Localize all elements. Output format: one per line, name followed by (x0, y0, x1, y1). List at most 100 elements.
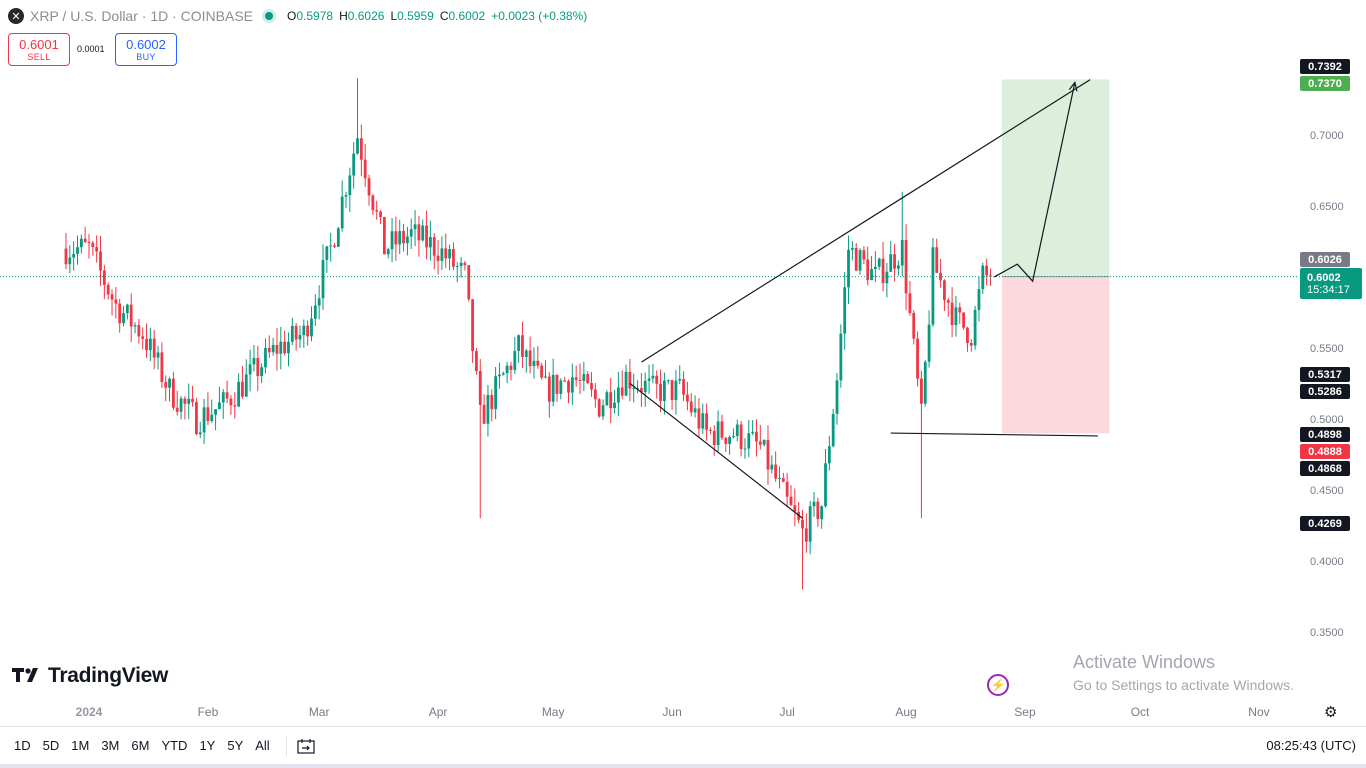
candle-body (521, 335, 524, 357)
range-6m[interactable]: 6M (131, 738, 150, 753)
candle-body (179, 398, 183, 412)
change-value: +0.0023 (+0.38%) (491, 9, 588, 23)
candle-body (958, 307, 962, 313)
candle-body (781, 478, 785, 482)
price-tag-5317: 0.5317 (1300, 367, 1350, 382)
candle-body (574, 377, 578, 381)
candle-body (540, 365, 544, 378)
loss-zone (1001, 276, 1110, 434)
candle-body (801, 519, 804, 529)
price-tag-stop-high: 0.4898 (1300, 427, 1350, 442)
candle-body (712, 430, 716, 445)
candle-body (463, 262, 467, 266)
range-1y[interactable]: 1Y (199, 738, 216, 753)
sell-button[interactable]: 0.6001 SELL (8, 33, 70, 66)
candles (64, 78, 992, 590)
y-tick-label: 0.5000 (1310, 414, 1344, 426)
candle-body (171, 378, 175, 408)
candle-body (739, 424, 743, 449)
candle-body (524, 350, 528, 357)
candle-body (528, 350, 532, 367)
candle-body (597, 399, 601, 417)
candle-body (417, 224, 421, 241)
lower-trendline[interactable] (629, 382, 803, 519)
candle-body (405, 236, 409, 244)
candle-body (459, 262, 463, 267)
candle-body (893, 254, 896, 269)
buy-button[interactable]: 0.6002 BUY (115, 33, 177, 66)
candle-body (751, 431, 755, 434)
range-5d[interactable]: 5D (42, 738, 60, 753)
symbol-title[interactable]: XRP / U.S. Dollar · 1D · COINBASE (30, 8, 254, 24)
candle-body (620, 387, 624, 396)
candle-body (517, 335, 521, 351)
candle-body (831, 413, 835, 447)
candle-body (666, 380, 670, 382)
candle-body (824, 463, 827, 507)
candle-body (812, 501, 816, 507)
utc-clock[interactable]: 08:25:43 (UTC) (1266, 738, 1356, 753)
price-tag-stop: 0.4888 (1300, 444, 1350, 459)
candle-body (977, 289, 981, 310)
candle-body (682, 379, 685, 395)
low-label: L (390, 9, 398, 23)
candle-body (448, 249, 451, 259)
candle-body (141, 336, 145, 339)
candle-body (436, 255, 440, 261)
candle-body (467, 265, 471, 300)
candle-body (701, 413, 705, 429)
candle-body (198, 432, 202, 435)
candle-body (471, 299, 474, 352)
candle-body (333, 245, 336, 247)
tradingview-logo-text: TradingView (48, 664, 169, 687)
candle-body (91, 242, 95, 248)
candle-body (363, 159, 367, 179)
candle-body (271, 344, 275, 353)
x-tick-label: Apr (429, 705, 448, 719)
gear-icon[interactable]: ⚙ (1324, 704, 1338, 721)
candle-body (651, 375, 655, 379)
sell-label: SELL (27, 52, 51, 62)
candle-body (678, 379, 682, 381)
candle-body (221, 392, 225, 403)
candle-body (229, 398, 233, 406)
bottom-toolbar: 1D 5D 1M 3M 6M YTD 1Y 5Y All 08:25:43 (U… (0, 726, 1366, 765)
range-5y[interactable]: 5Y (227, 738, 244, 753)
candle-body (398, 231, 402, 245)
candle-body (498, 374, 501, 377)
candle-body (912, 312, 916, 339)
upper-trendline[interactable] (641, 79, 1091, 363)
xrp-icon: ✕ (8, 8, 24, 24)
window-bottom-strip (0, 764, 1366, 768)
candle-body (766, 439, 770, 470)
market-status-icon[interactable] (265, 12, 274, 20)
candle-body (294, 325, 298, 340)
candle-body (935, 247, 939, 273)
price-chart[interactable]: 0.7000 0.6500 0.5500 0.5000 0.4500 0.4000 0.35… (0, 0, 1366, 726)
go-to-date-icon[interactable] (297, 738, 315, 754)
candle-body (287, 341, 290, 354)
candle-body (820, 506, 824, 520)
candle-body (183, 398, 187, 404)
range-1d[interactable]: 1D (14, 738, 31, 753)
position-zones (1001, 79, 1110, 434)
candle-body (490, 394, 494, 410)
candle-body (590, 383, 593, 390)
candle-body (455, 266, 459, 268)
support-line[interactable] (890, 432, 1098, 437)
candle-body (847, 249, 850, 288)
range-3m[interactable]: 3M (101, 738, 120, 753)
bolt-icon[interactable]: ⚡ (987, 674, 1009, 696)
candle-body (827, 446, 831, 464)
range-ytd[interactable]: YTD (161, 738, 188, 753)
x-tick-label: Mar (309, 705, 330, 719)
candle-body (482, 404, 486, 424)
candle-body (279, 341, 283, 354)
tradingview-logo[interactable]: TradingView (12, 664, 168, 688)
projection-path[interactable] (994, 82, 1076, 283)
range-1m[interactable]: 1M (71, 738, 90, 753)
range-all[interactable]: All (255, 738, 270, 753)
candle-body (175, 407, 179, 412)
candle-body (774, 464, 778, 479)
projection-arrowhead (1068, 81, 1078, 92)
